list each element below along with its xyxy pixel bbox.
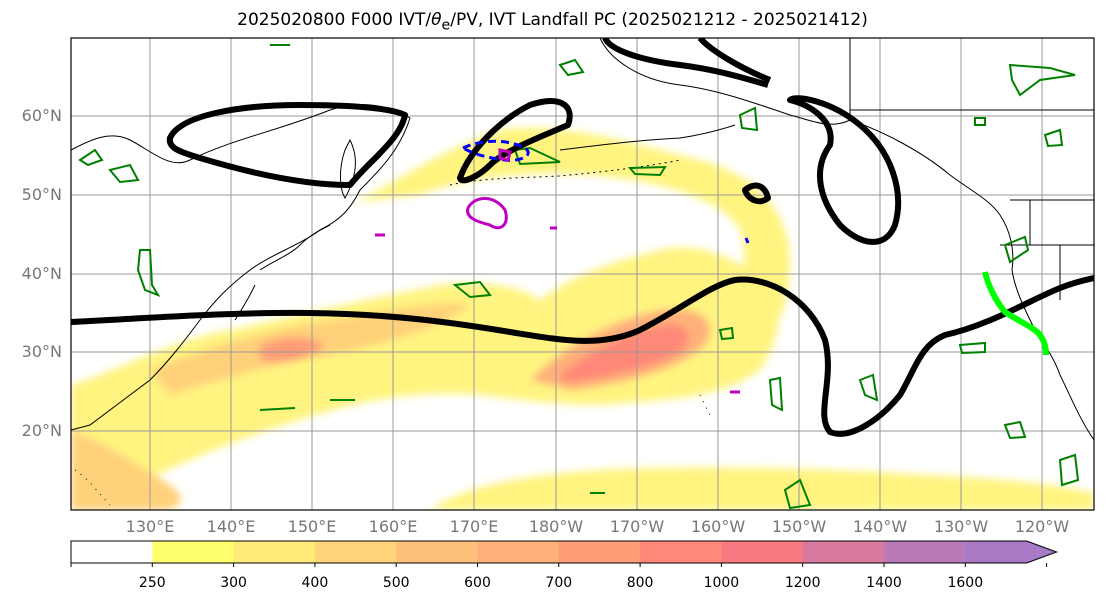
colorbar-segment: [965, 541, 1057, 563]
ivt-southwest: [71, 430, 181, 510]
coastline-kamchatka: [340, 138, 356, 199]
green-contour-17: [627, 165, 667, 177]
ivt-core-west: [260, 337, 325, 362]
pv-contour-siberia: [166, 102, 408, 188]
colorbar-segment: [477, 541, 560, 563]
lon-label: 150°W: [771, 517, 827, 536]
blue-contour-small: [744, 237, 750, 244]
colorbar-segment: [884, 541, 966, 563]
green-contour-13: [1058, 453, 1080, 487]
colorbar-segment: [802, 541, 885, 563]
lat-label: 40°N: [21, 264, 62, 283]
green-contour-16: [738, 106, 759, 132]
green-contour-8: [768, 376, 784, 412]
ivt-band-west: [71, 247, 779, 500]
lon-label: 140°W: [852, 517, 908, 536]
green-contour-2: [108, 163, 140, 184]
landfall-track: [982, 271, 1049, 356]
colorbar-level-label: 500: [382, 575, 410, 591]
colorbar-level-label: 600: [464, 575, 491, 591]
lon-label: 150°E: [287, 517, 337, 536]
ivt-band-south: [430, 467, 1094, 510]
magenta-contour-2: [498, 148, 512, 162]
graticule: [71, 38, 1094, 510]
coastline-asia: [71, 104, 411, 431]
blue-dashed-contour: [459, 139, 530, 162]
colorbar-segment: [558, 541, 641, 563]
colorbar-level-label: 1400: [866, 575, 902, 591]
green-contour-5: [558, 58, 585, 77]
coastline-north-america: [849, 119, 1094, 441]
colorbar-level-label: 700: [545, 575, 573, 591]
coastline-japan: [234, 224, 331, 321]
lat-label: 60°N: [21, 106, 62, 125]
green-contour-1: [78, 148, 104, 167]
lon-label: 130°W: [933, 517, 989, 536]
green-contour-15: [1003, 420, 1027, 440]
map-frame: [70, 37, 1095, 511]
green-contour-12: [1008, 63, 1076, 97]
green-contour-18: [259, 399, 605, 494]
coastline-alaska: [559, 38, 851, 151]
green-contour-10: [958, 341, 986, 355]
lon-label: 120°W: [1014, 517, 1070, 536]
colorbar: [70, 540, 1059, 567]
colorbar-segment: [233, 541, 316, 563]
lon-label: 160°E: [368, 517, 418, 536]
colorbar-segment: [396, 541, 478, 563]
lat-label: 20°N: [21, 421, 62, 440]
green-contour-14: [783, 478, 812, 510]
colorbar-level-label: 1000: [703, 575, 740, 591]
lon-label: 160°W: [690, 517, 746, 536]
green-contour-3: [136, 249, 161, 297]
colorbar-segment: [721, 541, 804, 563]
map-content: [71, 38, 1094, 510]
lon-label: 180°W: [528, 517, 584, 536]
lon-label: 170°W: [609, 517, 665, 536]
pv-contour-gulf-alaska: [787, 95, 902, 245]
colorbar-segment: [152, 541, 235, 563]
lon-label: 170°E: [449, 517, 499, 536]
green-contour-19: [1043, 128, 1064, 148]
pv-contour-bering: [457, 98, 573, 184]
state-borders: [849, 38, 1094, 300]
pv-contour-small-loop: [742, 182, 771, 205]
green-contour-6: [452, 280, 492, 299]
colorbar-segment: [640, 541, 722, 563]
negative-contours: [375, 139, 750, 394]
colorbar-level-label: 400: [301, 575, 329, 591]
green-contour-20: [974, 117, 986, 126]
magenta-contour-3: [375, 226, 740, 394]
ivt-core-central: [560, 324, 689, 382]
green-contour-11: [1003, 235, 1030, 264]
colorbar-segment: [71, 541, 153, 563]
pv-contour-arctic: [602, 38, 772, 88]
lat-label: 50°N: [21, 185, 62, 204]
pv-contour-main: [71, 275, 1094, 437]
colorbar-level-label: 300: [220, 575, 247, 591]
lat-label: 30°N: [21, 342, 62, 361]
lon-label: 140°E: [206, 517, 256, 536]
green-contour-7: [718, 326, 735, 341]
colorbar-level-label: 1200: [784, 575, 821, 591]
pv-contours: [71, 38, 1094, 437]
colorbar-level-label: 800: [626, 575, 654, 591]
ivt-shading: [71, 127, 1094, 510]
green-contour-9: [858, 373, 879, 402]
magenta-contour-1: [466, 197, 508, 230]
colorbar-level-label: 1600: [947, 575, 984, 591]
colorbar-segment: [314, 541, 397, 563]
colorbar-level-label: 250: [138, 575, 166, 591]
coastlines: [71, 38, 1094, 506]
lon-label: 130°E: [125, 517, 175, 536]
figure-title: 2025020800 F000 IVT/θe/PV, IVT Landfall …: [237, 10, 868, 34]
colorbar-outline: [70, 540, 1059, 564]
